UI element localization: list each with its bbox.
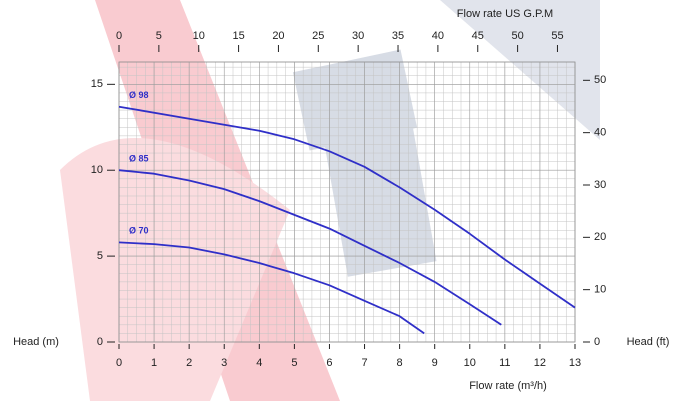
x-tick-label: 1 bbox=[151, 357, 157, 369]
x-tick-label: 2 bbox=[186, 357, 192, 369]
x2-tick-label: 35 bbox=[392, 30, 404, 42]
x-tick-label: 11 bbox=[499, 357, 510, 369]
y-tick-label: 10 bbox=[91, 164, 103, 176]
y-tick-label: 15 bbox=[91, 78, 103, 90]
x-axis-label: Flow rate (m³/h) bbox=[469, 380, 547, 392]
y-tick-label: 5 bbox=[97, 250, 103, 262]
x-tick-label: 10 bbox=[464, 357, 476, 369]
y2-tick-label: 30 bbox=[594, 179, 606, 191]
y2-tick-label: 20 bbox=[594, 231, 606, 243]
x-tick-label: 12 bbox=[534, 357, 546, 369]
x-tick-label: 3 bbox=[221, 357, 227, 369]
y-tick-label: 0 bbox=[97, 336, 103, 348]
curve-label: Ø 98 bbox=[129, 90, 149, 100]
x2-tick-label: 0 bbox=[116, 30, 122, 42]
x-tick-label: 0 bbox=[116, 357, 122, 369]
x2-tick-label: 30 bbox=[352, 30, 364, 42]
x2-tick-label: 55 bbox=[551, 30, 563, 42]
x-tick-label: 4 bbox=[256, 357, 262, 369]
x-tick-label: 5 bbox=[291, 357, 297, 369]
curve bbox=[118, 241, 425, 335]
y2-tick-label: 40 bbox=[594, 127, 606, 139]
x2-tick-label: 50 bbox=[511, 30, 523, 42]
x-tick-label: 6 bbox=[326, 357, 332, 369]
x2-axis-label: Flow rate US G.P.M bbox=[457, 8, 553, 20]
curve-label: Ø 70 bbox=[129, 226, 149, 236]
y2-axis-label: Head (ft) bbox=[627, 336, 670, 348]
x2-tick-label: 15 bbox=[232, 30, 244, 42]
x2-tick-label: 5 bbox=[156, 30, 162, 42]
y-axis-label: Head (m) bbox=[13, 336, 59, 348]
curve bbox=[118, 169, 502, 326]
x2-tick-label: 20 bbox=[272, 30, 284, 42]
y2-tick-label: 10 bbox=[594, 284, 606, 296]
x-tick-label: 13 bbox=[569, 357, 581, 369]
curve-label: Ø 85 bbox=[129, 154, 149, 164]
x-tick-label: 7 bbox=[361, 357, 367, 369]
x2-tick-label: 10 bbox=[193, 30, 205, 42]
x2-tick-label: 45 bbox=[472, 30, 484, 42]
x-tick-label: 9 bbox=[432, 357, 438, 369]
y2-tick-label: 50 bbox=[594, 74, 606, 86]
x-tick-label: 8 bbox=[397, 357, 403, 369]
x2-tick-label: 40 bbox=[432, 30, 444, 42]
watermark bbox=[60, 0, 600, 401]
curve bbox=[118, 105, 576, 309]
y2-tick-label: 0 bbox=[594, 336, 600, 348]
x2-tick-label: 25 bbox=[312, 30, 324, 42]
